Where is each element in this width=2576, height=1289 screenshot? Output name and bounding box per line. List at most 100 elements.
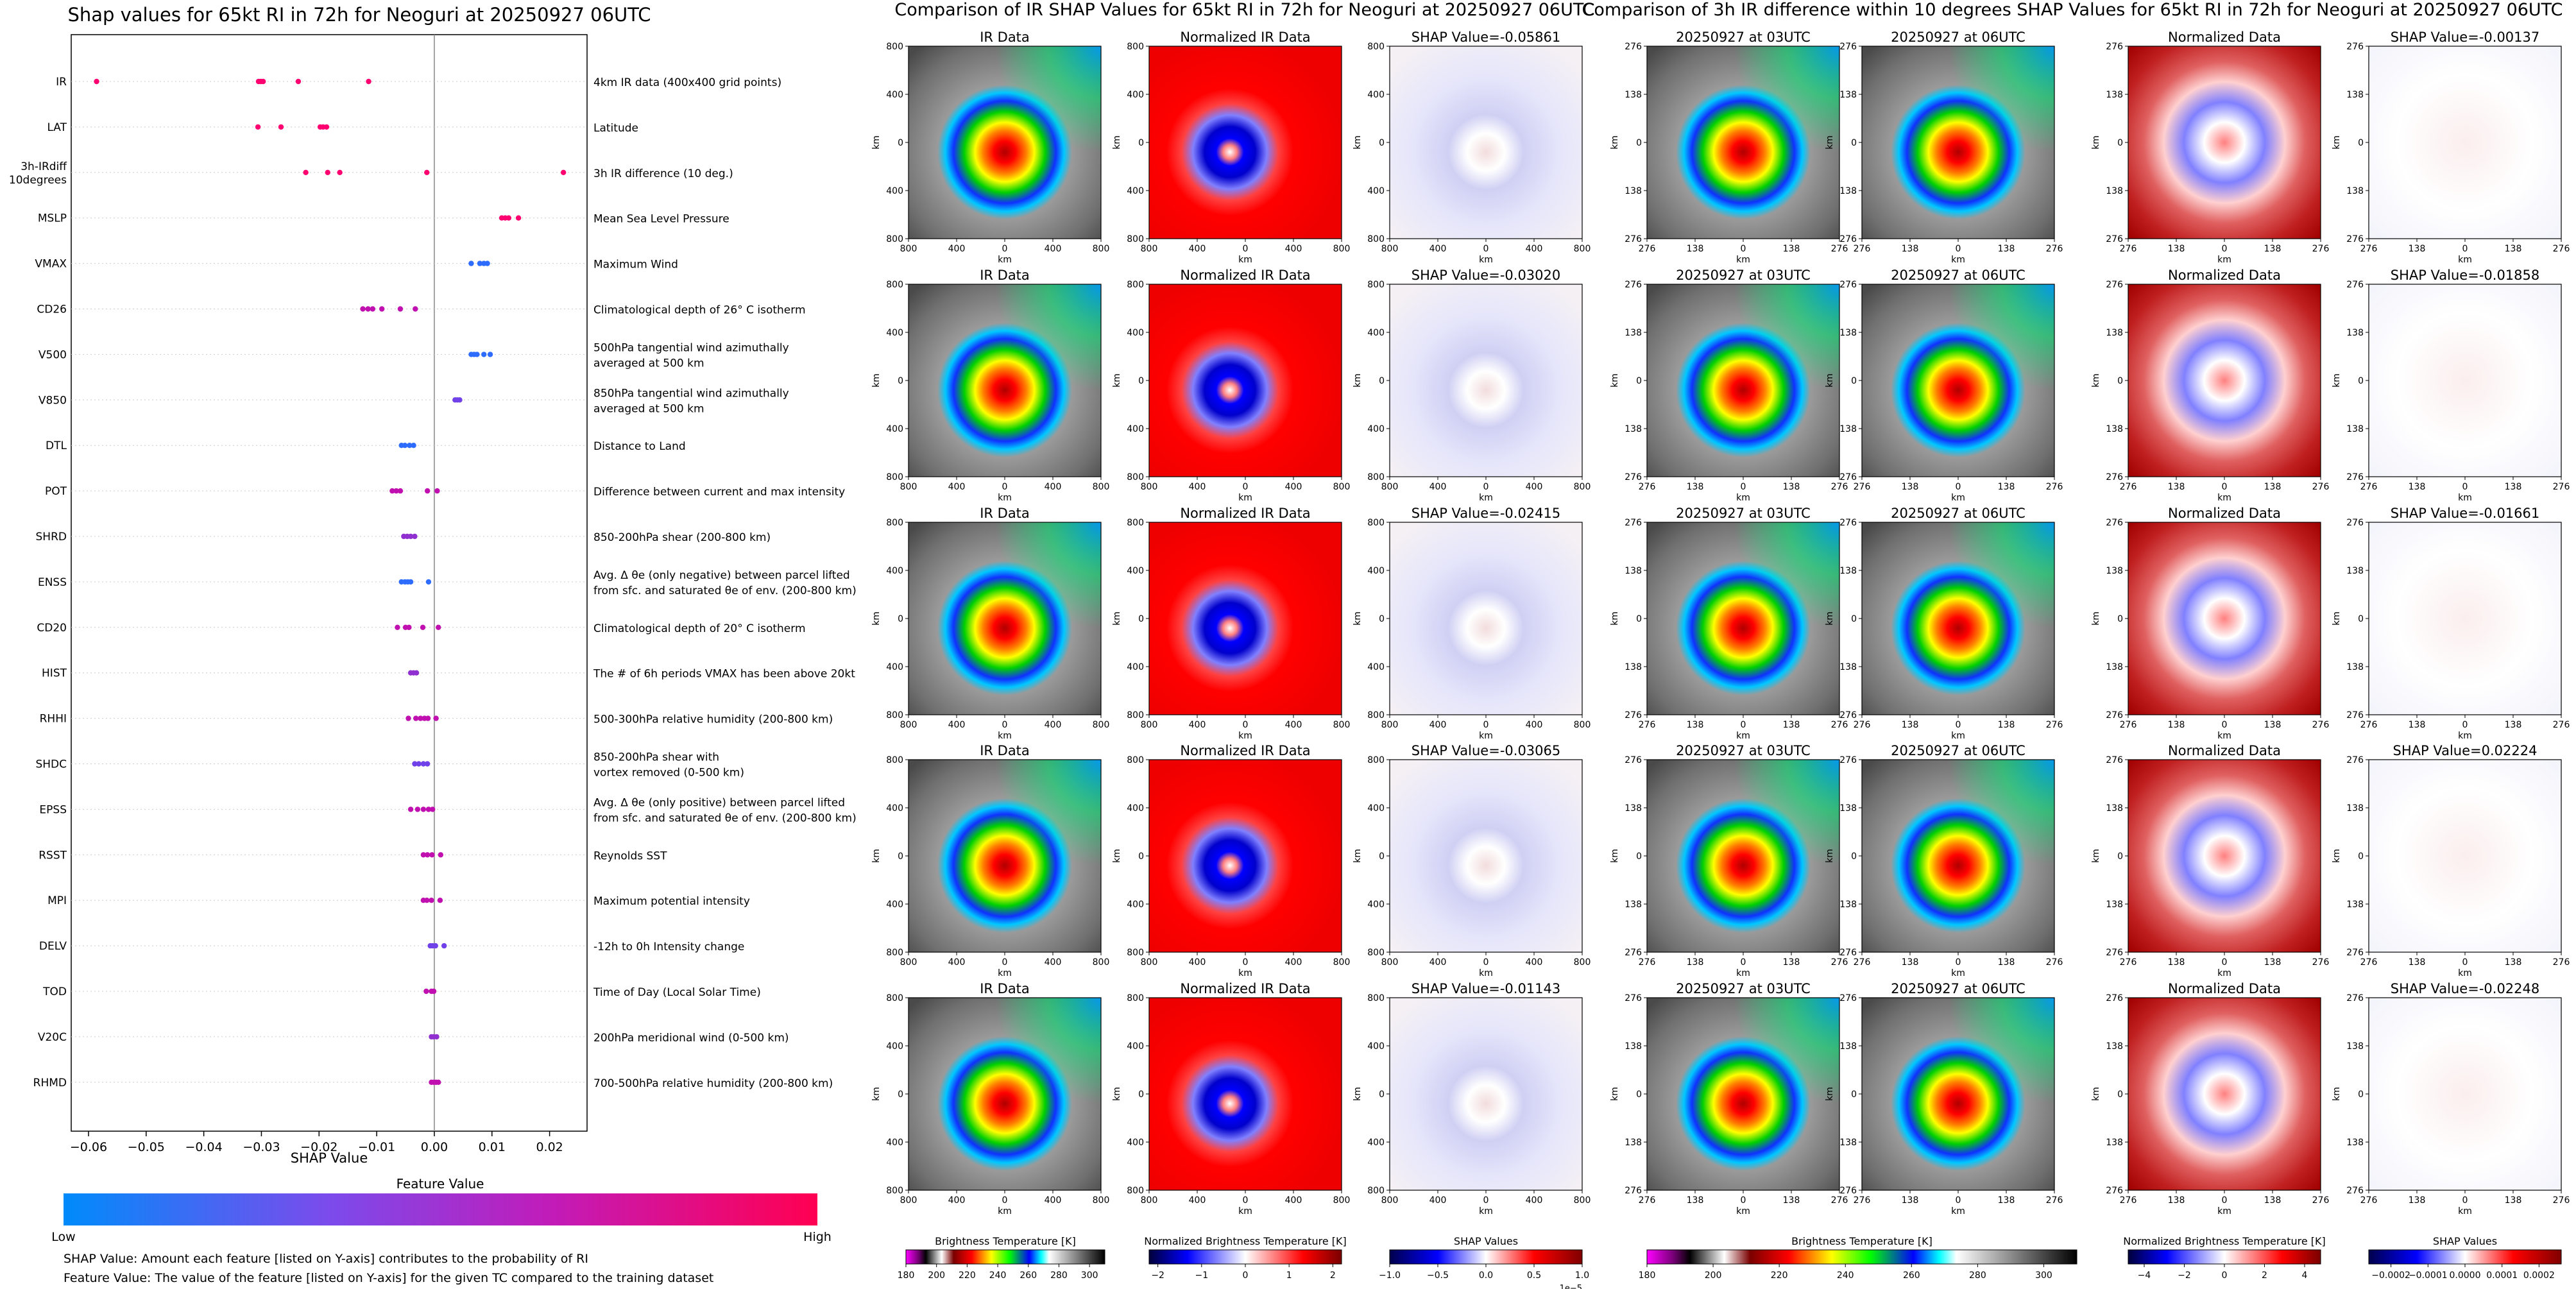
panel-title: SHAP Value=-0.02415: [1412, 506, 1561, 521]
panel-x-axis-label: km: [1951, 493, 1965, 503]
shap-point: [420, 624, 426, 630]
panel-y-axis-label: km: [1610, 135, 1620, 149]
panel-x-tick-label: 0: [2462, 482, 2468, 492]
panel-y-tick-label: 800: [1367, 234, 1385, 244]
panel-x-tick-label: 276: [2120, 1195, 2137, 1206]
colorbar-gradient: [905, 1249, 1105, 1265]
shap-point: [430, 807, 436, 812]
colorbar-tick-label: 2: [1330, 1270, 1336, 1281]
panel-x-axis-label: km: [1951, 731, 1965, 741]
panel-y-tick-label: 800: [1127, 518, 1144, 528]
panel-y-tick-label: 800: [1367, 993, 1385, 1003]
panel-y-tick-label: 138: [1839, 186, 1857, 196]
panel-y-tick-label: 276: [1625, 234, 1642, 244]
panel-x-tick-label: 0: [1483, 482, 1489, 492]
panel-x-tick-label: 276: [1831, 720, 1848, 730]
feature-description: 500-300hPa relative humidity (200-800 km…: [593, 713, 833, 726]
shap-point: [424, 169, 430, 175]
panel-y-tick-label: 800: [1127, 948, 1144, 958]
feature-name: MSLP: [38, 212, 67, 225]
panel-x-tick-label: 400: [1045, 957, 1062, 968]
panel-y-tick-label: 138: [2346, 90, 2364, 100]
shap-point: [397, 488, 404, 494]
feature-name: V500: [38, 348, 67, 361]
panel-x-tick-label: 800: [1381, 720, 1399, 730]
panel-x-tick-label: 800: [900, 720, 917, 730]
shap-diff-map-image: [2369, 284, 2561, 477]
colorbar-tick-label: 1: [1286, 1270, 1292, 1281]
shap-point: [402, 443, 408, 448]
panel-y-tick-label: 400: [1127, 900, 1144, 910]
colorbar-tick-label: −2: [1151, 1270, 1164, 1281]
panel-y-tick-label: 276: [2106, 993, 2123, 1003]
panel-y-tick-label: 400: [1127, 424, 1144, 434]
feature-row: HIST The # of 6h periods VMAX has been ab…: [42, 667, 855, 681]
shap-point: [420, 852, 427, 858]
panel-y-tick-label: 800: [886, 948, 903, 958]
panel-y-tick-label: 276: [2346, 948, 2364, 958]
colorbar-tick-label: 4: [2302, 1270, 2308, 1281]
panel-y-tick-label: 400: [1367, 1138, 1385, 1148]
heatmap-panel: 20250927 at 03UTC27627613813800138138276…: [1610, 981, 1848, 1216]
panel-y-tick-label: 0: [1138, 851, 1144, 862]
panel-x-tick-label: 138: [1902, 720, 1919, 730]
shap-point: [413, 715, 419, 721]
shap-point: [437, 898, 443, 903]
shap-point: [432, 943, 438, 949]
x-tick-label: −0.05: [128, 1140, 165, 1154]
panel-y-tick-label: 276: [1839, 755, 1857, 765]
panel-y-axis-label: km: [2091, 849, 2101, 863]
panel-x-tick-label: 800: [1141, 957, 1158, 968]
ir-image-edge: [1862, 760, 2054, 952]
colorbar-tick-label: 0.5: [1527, 1270, 1541, 1281]
panel-x-tick-label: 138: [1783, 720, 1800, 730]
panel-x-axis-label: km: [1238, 255, 1252, 265]
x-tick-label: −0.04: [185, 1140, 222, 1154]
panel-x-tick-label: 0: [1483, 1195, 1489, 1206]
shap-x-axis: −0.06 −0.05 −0.04 −0.03 −0.02 −0.01 0.00 0.01 0.…: [70, 1131, 563, 1154]
shap-summary-title: Shap values for 65kt RI in 72h for Neogu…: [67, 4, 651, 26]
shap-map-image: [1390, 998, 1582, 1190]
panel-x-tick-label: 138: [1998, 244, 2015, 254]
panel-title: Normalized IR Data: [1180, 743, 1310, 758]
panel-y-tick-label: 138: [1625, 566, 1642, 576]
panel-y-tick-label: 0: [1851, 614, 1857, 624]
panel-x-axis-label: km: [1238, 493, 1252, 503]
panel-x-tick-label: 0: [1483, 957, 1489, 968]
feature-name: MPI: [47, 894, 67, 907]
shap-point: [323, 124, 330, 130]
panel-x-tick-label: 276: [1639, 482, 1656, 492]
panel-y-tick-label: 800: [1127, 710, 1144, 721]
panel-y-tick-label: 400: [1127, 803, 1144, 814]
panel-x-tick-label: 800: [900, 1195, 917, 1206]
shap-point: [484, 260, 490, 266]
panel-y-tick-label: 138: [2106, 424, 2123, 434]
feature-name: SHRD: [36, 531, 67, 543]
panel-x-axis-label: km: [1479, 255, 1493, 265]
panel-y-tick-label: 276: [1839, 280, 1857, 290]
shap-point: [438, 852, 444, 858]
feature-description: 700-500hPa relative humidity (200-800 km…: [593, 1077, 833, 1090]
heatmap-colorbar: Brightness Temperature [K] 180 200 220 240 26…: [898, 1235, 1105, 1281]
panel-x-tick-label: 800: [1574, 720, 1591, 730]
feature-description: 500hPa tangential wind azimuthally averag…: [593, 341, 789, 370]
panel-x-tick-label: 800: [1333, 957, 1351, 968]
panel-y-tick-label: 138: [2106, 566, 2123, 576]
panel-y-tick-label: 800: [886, 280, 903, 290]
shap-point: [412, 761, 418, 767]
colorbar-tick-label: 0.0000: [2450, 1270, 2481, 1281]
panel-x-axis-label: km: [2458, 1206, 2472, 1216]
feature-name: CD26: [37, 303, 67, 316]
colorbar-tick-label: 0.0001: [2486, 1270, 2518, 1281]
panel-x-tick-label: 138: [1998, 1195, 2015, 1206]
panel-x-tick-label: 400: [1189, 482, 1206, 492]
panel-x-tick-label: 276: [1639, 244, 1656, 254]
panel-y-tick-label: 138: [1625, 1138, 1642, 1148]
shap-point: [431, 988, 437, 994]
colorbar-tick-label: 240: [1837, 1270, 1854, 1281]
colorbar-tick-label: 180: [898, 1270, 915, 1281]
heatmap-panel: SHAP Value=-0.05861800800400400004004008…: [1352, 30, 1591, 265]
panel-y-tick-label: 276: [2106, 280, 2123, 290]
x-tick-label: −0.06: [70, 1140, 107, 1154]
normalized-diff-image: [2128, 522, 2321, 715]
